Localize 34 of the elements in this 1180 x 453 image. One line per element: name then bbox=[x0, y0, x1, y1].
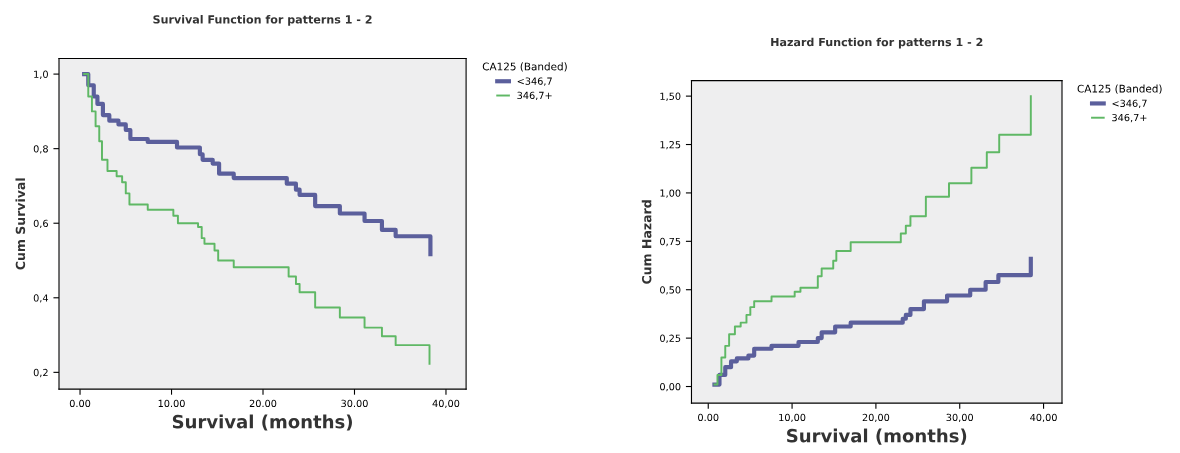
y-tick-label: 0,8 bbox=[33, 145, 48, 154]
y-tick-label: 0,00 bbox=[660, 383, 681, 392]
x-axis-title: Survival (months) bbox=[787, 428, 967, 445]
chart-title: Hazard Function for patterns 1 - 2 bbox=[771, 37, 983, 49]
legend-label: 346,7+ bbox=[1112, 113, 1147, 123]
x-tick-label: 0.00 bbox=[698, 413, 719, 422]
x-tick-label: 30.00 bbox=[341, 399, 368, 408]
x-tick-label: 40,00 bbox=[432, 399, 460, 409]
y-tick-label: 1,00 bbox=[660, 189, 681, 198]
x-tick-label: 20.00 bbox=[249, 399, 277, 408]
y-tick-label: 0,75 bbox=[660, 237, 681, 247]
y-tick-label: 1,25 bbox=[660, 141, 681, 150]
x-tick-label: 20,00 bbox=[862, 413, 890, 423]
y-tick-label: 0,4 bbox=[33, 294, 49, 303]
y-tick-label: 0,50 bbox=[660, 286, 681, 295]
y-axis-title: Cum Hazard bbox=[641, 200, 652, 284]
legend-label: 346,7+ bbox=[517, 91, 552, 101]
legend-label: <346,7 bbox=[517, 77, 552, 86]
y-tick-label: 1,50 bbox=[660, 92, 681, 101]
legend-label: <346,7 bbox=[1112, 99, 1147, 108]
y-tick-label: 0,6 bbox=[33, 219, 48, 229]
y-tick-label: 0,25 bbox=[660, 334, 681, 343]
chart-title: Survival Function for patterns 1 - 2 bbox=[153, 15, 372, 26]
x-tick-label: 10.00 bbox=[158, 399, 185, 408]
y-tick-label: 1,0 bbox=[34, 70, 48, 79]
x-tick-label: 40,00 bbox=[1030, 413, 1057, 423]
y-tick-label: 0,2 bbox=[33, 368, 48, 378]
x-tick-label: 30,00 bbox=[946, 413, 973, 423]
x-axis-title: Survival (months) bbox=[172, 414, 352, 431]
legend-title: CA125 (Banded) bbox=[482, 62, 567, 72]
y-axis-title: Cum Survival bbox=[15, 178, 26, 270]
x-tick-label: 10,00 bbox=[779, 413, 806, 423]
x-tick-label: 0.00 bbox=[69, 399, 91, 408]
legend-title: CA125 (Banded) bbox=[1077, 84, 1162, 94]
